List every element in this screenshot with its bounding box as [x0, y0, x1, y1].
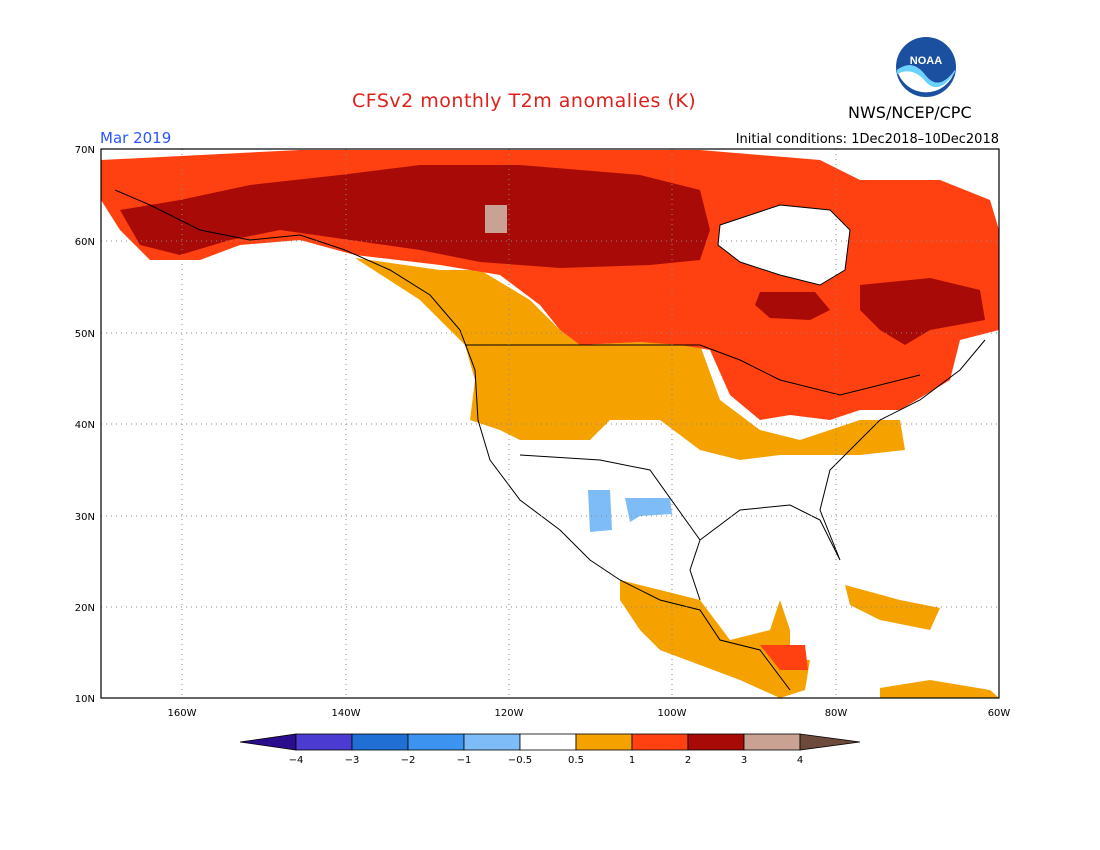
- map-frame: [100, 148, 1000, 699]
- chart-title: CFSv2 monthly T2m anomalies (K): [352, 90, 697, 112]
- colorbar-label: −3: [345, 755, 360, 766]
- colorbar-label: −1: [457, 755, 472, 766]
- lon-axis: 160W 140W 120W 100W 80W 60W: [168, 708, 1011, 719]
- hudson-bay: [718, 205, 850, 285]
- colorbar-swatch: [743, 733, 801, 751]
- colorbar-arrow-low: [239, 733, 297, 751]
- lon-tick-label: 80W: [825, 708, 848, 719]
- colorbar-label: −4: [289, 755, 304, 766]
- forecast-month: Mar 2019: [100, 129, 172, 147]
- noaa-logo: NOAA: [896, 37, 956, 97]
- anomaly-region-2-3-east: [860, 278, 985, 345]
- colorbar-arrow-high: [799, 733, 861, 751]
- anomaly-region-05-1: [355, 258, 905, 460]
- lat-tick-label: 50N: [75, 329, 95, 340]
- colorbar-label: 3: [741, 755, 747, 766]
- hudson-coast: [717, 204, 851, 286]
- svg-text:NOAA: NOAA: [910, 55, 942, 67]
- anomaly-region-caribbean: [845, 585, 940, 630]
- lon-tick-label: 100W: [658, 708, 687, 719]
- lat-tick-label: 60N: [75, 237, 95, 248]
- initial-conditions: Initial conditions: 1Dec2018–10Dec2018: [735, 132, 999, 147]
- gulf-coast: [689, 339, 986, 601]
- lon-tick-label: 160W: [168, 708, 197, 719]
- colorbar-swatch: [519, 733, 577, 751]
- colorbar-swatch: [575, 733, 633, 751]
- colorbar-swatch: [295, 733, 353, 751]
- us-mexico-border: [519, 454, 701, 541]
- anomaly-region-3-4: [485, 205, 507, 233]
- colorbar: −4 −3 −2 −1 −0.5 0.5 1 2 3 4: [239, 733, 861, 766]
- colorbar-label: −0.5: [508, 755, 532, 766]
- lat-tick-label: 70N: [75, 145, 95, 156]
- lat-tick-label: 20N: [75, 603, 95, 614]
- agency-label: NWS/NCEP/CPC: [848, 103, 972, 122]
- colorbar-label: 2: [685, 755, 691, 766]
- colorbar-swatch: [463, 733, 521, 751]
- colorbar-label: 0.5: [568, 755, 584, 766]
- anomaly-region-neg-west: [588, 490, 612, 532]
- lat-axis: 70N 60N 50N 40N 30N 20N 10N: [75, 145, 95, 705]
- colorbar-swatch: [407, 733, 465, 751]
- lat-tick-label: 10N: [75, 694, 95, 705]
- us-canada-border: [465, 344, 921, 396]
- colorbar-label: −2: [401, 755, 416, 766]
- anomaly-region-2-3-central: [755, 292, 830, 320]
- colorbar-label: 1: [629, 755, 635, 766]
- colorbar-swatch: [687, 733, 745, 751]
- anomaly-region-south: [880, 680, 999, 698]
- lat-tick-label: 30N: [75, 512, 95, 523]
- anomaly-region-2-3-north: [120, 165, 710, 268]
- lat-tick-label: 40N: [75, 420, 95, 431]
- colorbar-swatch: [631, 733, 689, 751]
- colorbar-label: 4: [797, 755, 803, 766]
- anomaly-region-central-america: [760, 645, 808, 670]
- colorbar-swatch: [351, 733, 409, 751]
- lon-tick-label: 60W: [988, 708, 1011, 719]
- lon-tick-label: 140W: [332, 708, 361, 719]
- anomaly-region-mexico: [620, 580, 810, 698]
- anomaly-fields: [101, 150, 999, 698]
- lon-tick-label: 120W: [495, 708, 524, 719]
